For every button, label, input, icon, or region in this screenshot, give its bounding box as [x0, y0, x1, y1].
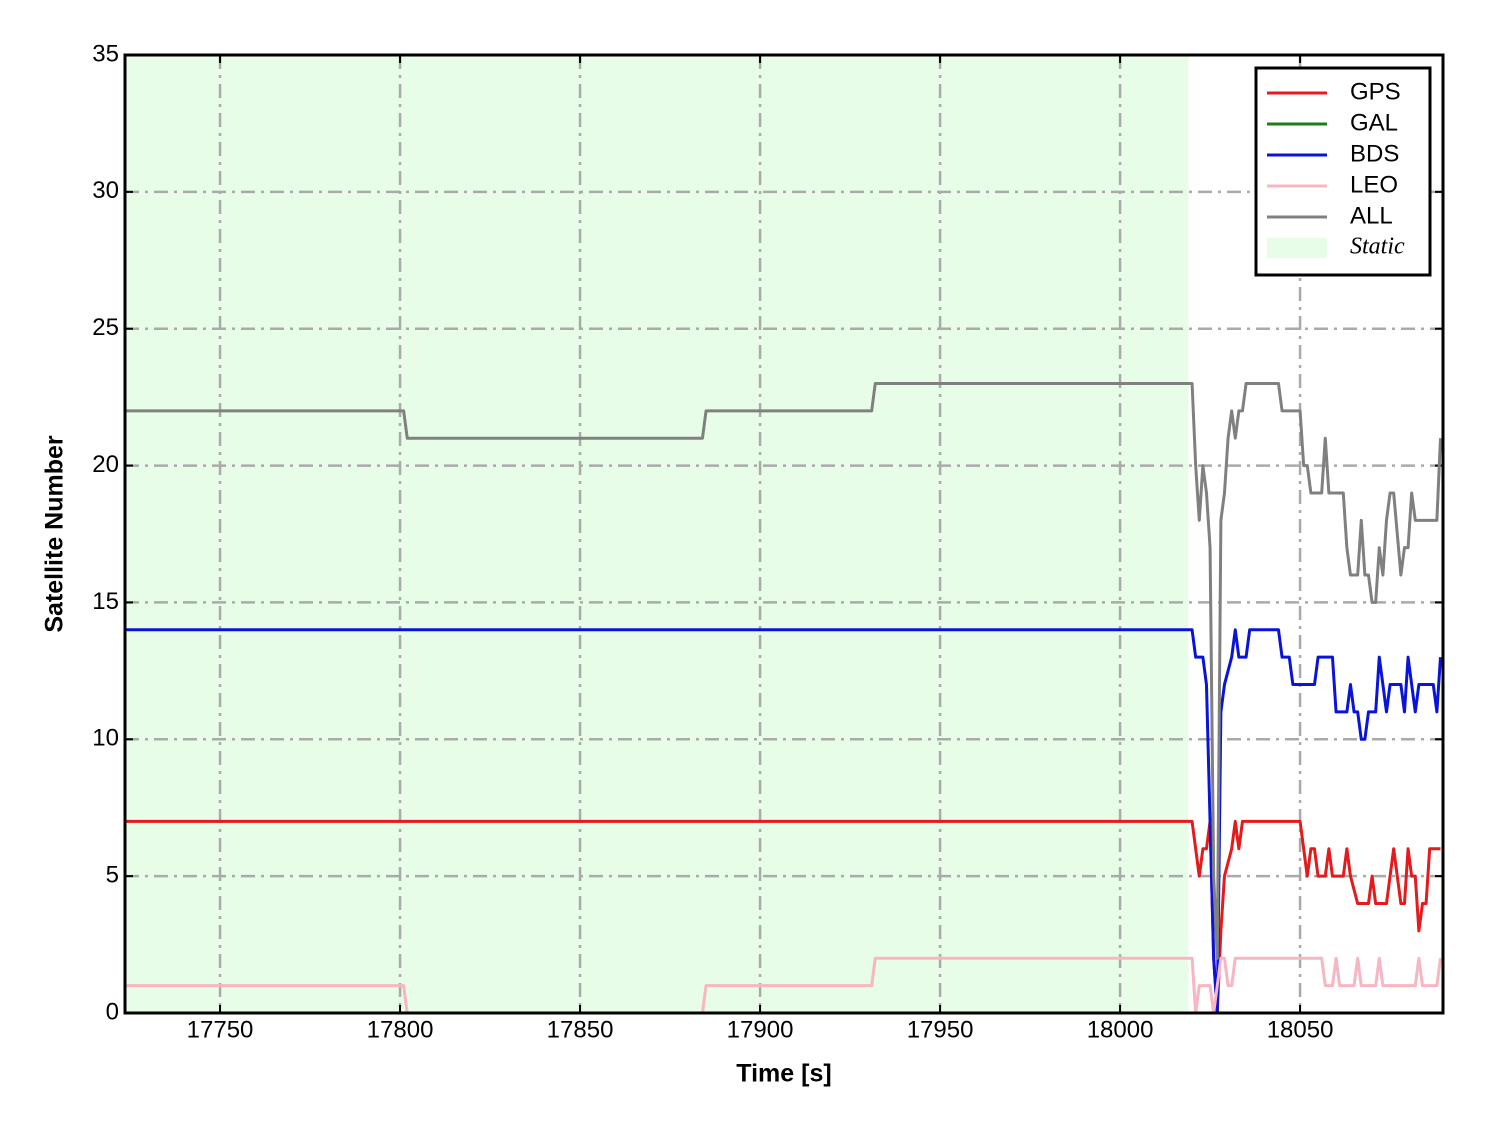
legend-swatch [1267, 238, 1327, 258]
legend-label: GPS [1350, 78, 1401, 105]
x-tick-label: 17900 [727, 1016, 794, 1043]
y-tick-label: 25 [92, 314, 119, 341]
y-tick-label: 20 [92, 451, 119, 478]
static-region [125, 55, 1189, 1013]
series-line [126, 956, 1442, 1015]
legend-label: ALL [1350, 202, 1393, 229]
legend-label: BDS [1350, 140, 1399, 167]
x-axis-label: Time [s] [736, 1060, 831, 1088]
x-tick-label: 17850 [547, 1016, 614, 1043]
y-tick-label: 15 [92, 588, 119, 615]
y-tick-label: 0 [106, 998, 119, 1025]
y-tick-label: 5 [106, 861, 119, 888]
legend-label: LEO [1350, 171, 1398, 198]
x-tick-label: 17950 [907, 1016, 974, 1043]
x-tick-label: 18000 [1087, 1016, 1154, 1043]
y-axis-label: Satellite Number [41, 435, 69, 633]
series-line [126, 381, 1442, 960]
y-tick-label: 30 [92, 177, 119, 204]
y-tick-label: 10 [92, 725, 119, 752]
x-tick-label: 18050 [1267, 1016, 1334, 1043]
legend-label: Static [1350, 234, 1405, 260]
x-tick-label: 17800 [367, 1016, 434, 1043]
x-tick-label: 17750 [187, 1016, 254, 1043]
plot-frame [123, 53, 1445, 1015]
y-tick-label: 35 [92, 40, 119, 67]
legend-label: GAL [1350, 109, 1398, 136]
